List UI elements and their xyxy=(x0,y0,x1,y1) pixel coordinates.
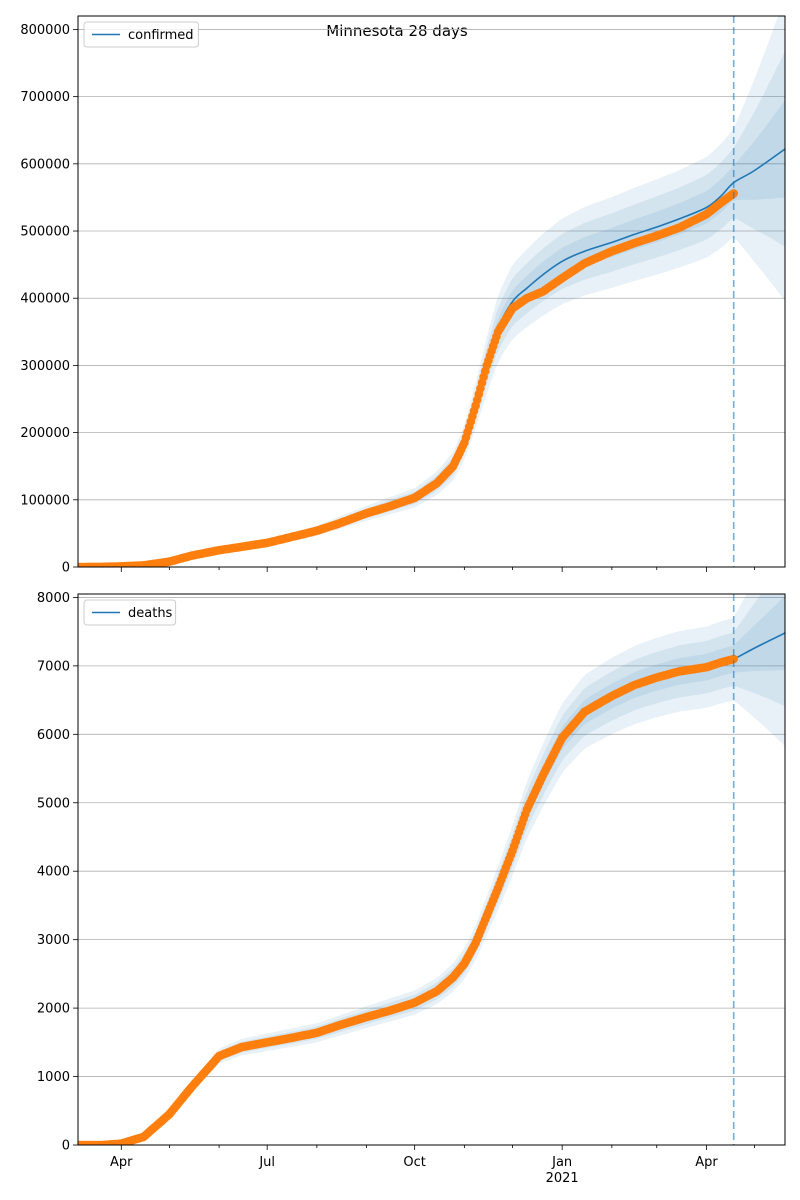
y-tick-label: 3000 xyxy=(37,933,70,948)
y-tick-label: 300000 xyxy=(20,359,70,374)
x-tick-label: Apr xyxy=(695,1155,718,1170)
uncertainty-band xyxy=(78,595,785,1145)
confirmed-panel: 0 100000 200000 300000 400000 500000 600000 700… xyxy=(20,15,786,576)
uncertainty-band xyxy=(78,594,785,1145)
x-tick-label: Jan xyxy=(551,1155,572,1170)
legend-box xyxy=(83,599,177,626)
legend-label: confirmed xyxy=(128,28,194,43)
y-tick-label: 600000 xyxy=(20,157,70,172)
x-tick-label: Jul xyxy=(258,1155,275,1170)
y-tick-label: 100000 xyxy=(20,493,70,508)
figure-title: Minnesota 28 days xyxy=(326,22,468,40)
axes-frame xyxy=(77,593,786,1146)
y-tick-label: 7000 xyxy=(37,659,70,674)
y-tick-label: 200000 xyxy=(20,426,70,441)
y-tick-label: 1000 xyxy=(37,1070,70,1085)
x-tick-sublabel: 2021 xyxy=(546,1171,579,1186)
x-tick-label: Apr xyxy=(110,1155,133,1170)
y-tick-label: 500000 xyxy=(20,225,70,240)
axes-frame xyxy=(77,15,786,568)
y-tick-label: 2000 xyxy=(37,1002,70,1017)
y-tick-label: 400000 xyxy=(20,292,70,307)
x-tick-label: Oct xyxy=(403,1155,425,1170)
observed-point xyxy=(729,654,738,664)
y-tick-label: 0 xyxy=(62,561,70,576)
legend: deaths xyxy=(83,599,177,626)
y-tick-label: 4000 xyxy=(37,865,70,880)
legend-box xyxy=(83,21,199,48)
uncertainty-band xyxy=(78,594,785,1145)
legend-label: deaths xyxy=(128,606,173,621)
y-tick-label: 700000 xyxy=(20,90,70,105)
deaths-panel: 0 1000 2000 3000 4000 5000 6000 7000 8000 Apr Jul O… xyxy=(37,591,786,1186)
y-tick-label: 0 xyxy=(62,1139,70,1154)
legend: confirmed xyxy=(83,21,199,48)
y-tick-label: 800000 xyxy=(20,23,70,38)
y-tick-label: 5000 xyxy=(37,796,70,811)
y-tick-label: 8000 xyxy=(37,591,70,606)
y-tick-label: 6000 xyxy=(37,728,70,743)
